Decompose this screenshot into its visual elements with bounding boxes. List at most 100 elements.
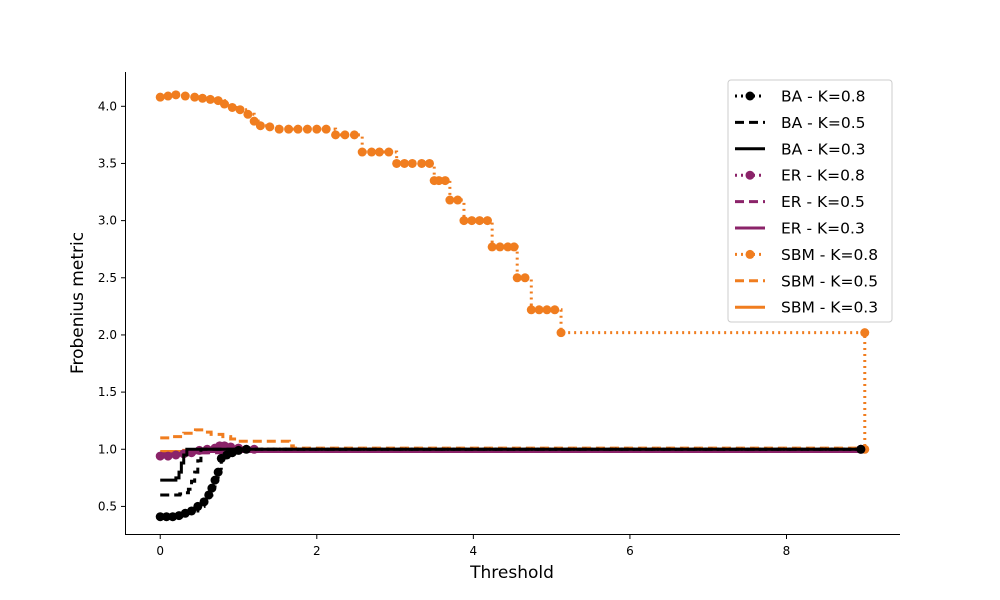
data-point	[340, 130, 350, 140]
data-point	[274, 124, 284, 134]
data-point	[475, 216, 485, 226]
legend-label: ER - K=0.8	[781, 167, 865, 185]
series-line	[160, 447, 861, 482]
ticks: 0 2 4 6 8 0.5 1.0 1.5 2.0 2.5 3.0 3.5 4.0	[98, 99, 790, 558]
data-point	[227, 102, 237, 112]
data-point	[482, 216, 492, 226]
data-point	[542, 305, 552, 315]
legend-item: BA - K=0.8	[735, 88, 866, 106]
y-tick-label: 1.5	[98, 385, 117, 399]
data-point	[417, 158, 427, 168]
data-point	[534, 305, 544, 315]
x-tick-label: 0	[156, 544, 164, 558]
legend-marker	[745, 91, 755, 101]
plot-area	[155, 90, 870, 522]
data-point	[171, 90, 181, 100]
series-line	[160, 447, 861, 519]
legend-item: ER - K=0.3	[735, 220, 865, 238]
data-point	[293, 124, 303, 134]
data-point	[235, 105, 245, 115]
series-6	[155, 90, 870, 454]
series-2	[160, 447, 861, 482]
data-point	[445, 195, 455, 205]
data-point	[520, 273, 530, 283]
data-point	[163, 91, 173, 101]
data-point	[467, 216, 477, 226]
y-tick-label: 3.0	[98, 214, 117, 228]
data-point	[171, 450, 181, 460]
data-point	[284, 124, 294, 134]
data-point	[357, 147, 367, 157]
data-point	[349, 130, 359, 140]
data-point	[331, 130, 341, 140]
data-point	[190, 92, 200, 102]
data-point	[198, 93, 207, 103]
legend-label: BA - K=0.3	[781, 140, 866, 158]
data-point	[425, 158, 435, 168]
data-point	[255, 121, 265, 131]
x-tick-label: 4	[470, 544, 478, 558]
data-point	[856, 444, 866, 454]
data-point	[155, 92, 165, 102]
legend-item: SBM - K=0.8	[735, 246, 878, 264]
legend-item: SBM - K=0.5	[735, 272, 878, 290]
data-point	[187, 506, 197, 516]
data-point	[205, 94, 215, 104]
legend-item: ER - K=0.5	[735, 193, 865, 211]
axes	[125, 72, 900, 535]
data-point	[384, 147, 394, 157]
data-point	[860, 328, 870, 338]
legend-label: BA - K=0.5	[781, 114, 866, 132]
series-line	[160, 447, 861, 497]
data-point	[526, 305, 536, 315]
data-point	[243, 109, 253, 119]
data-point	[265, 122, 275, 132]
data-point	[459, 216, 469, 226]
legend: BA - K=0.8 BA - K=0.5 BA - K=0.3 ER - K=0.8…	[727, 79, 893, 323]
legend-label: SBM - K=0.8	[781, 246, 878, 264]
series-0	[155, 444, 866, 522]
data-point	[374, 147, 384, 157]
legend-item: SBM - K=0.3	[735, 299, 878, 317]
data-point	[399, 158, 409, 168]
data-point	[210, 475, 220, 485]
legend-label: BA - K=0.8	[781, 88, 866, 106]
data-point	[213, 467, 223, 477]
data-point	[249, 116, 259, 126]
legend-item: BA - K=0.3	[735, 140, 866, 158]
legend-label: ER - K=0.3	[781, 220, 865, 238]
legend-marker	[745, 249, 755, 259]
series-7	[160, 428, 861, 450]
y-tick-label: 2.5	[98, 271, 117, 285]
data-point	[440, 176, 450, 186]
data-point	[180, 91, 190, 101]
data-point	[207, 483, 217, 493]
data-point	[495, 242, 505, 252]
data-point	[193, 501, 203, 511]
data-point	[155, 512, 165, 522]
y-tick-label: 4.0	[98, 99, 117, 113]
data-point	[234, 445, 244, 455]
data-point	[302, 124, 312, 134]
data-point	[219, 99, 229, 109]
data-point	[487, 242, 497, 252]
y-tick-label: 2.0	[98, 328, 117, 342]
y-tick-label: 1.0	[98, 442, 117, 456]
legend-label: SBM - K=0.5	[781, 272, 878, 290]
data-point	[556, 328, 566, 338]
x-tick-label: 6	[626, 544, 634, 558]
x-axis-label: Threshold	[469, 563, 554, 583]
data-point	[155, 451, 165, 461]
data-point	[453, 195, 463, 205]
data-point	[199, 497, 209, 507]
x-tick-label: 2	[313, 544, 321, 558]
legend-label: SBM - K=0.3	[781, 299, 878, 317]
data-point	[407, 158, 417, 168]
y-tick-label: 0.5	[98, 499, 117, 513]
data-point	[321, 124, 331, 134]
data-point	[434, 176, 444, 186]
data-point	[367, 147, 377, 157]
data-point	[161, 512, 171, 522]
series-line	[160, 428, 861, 450]
